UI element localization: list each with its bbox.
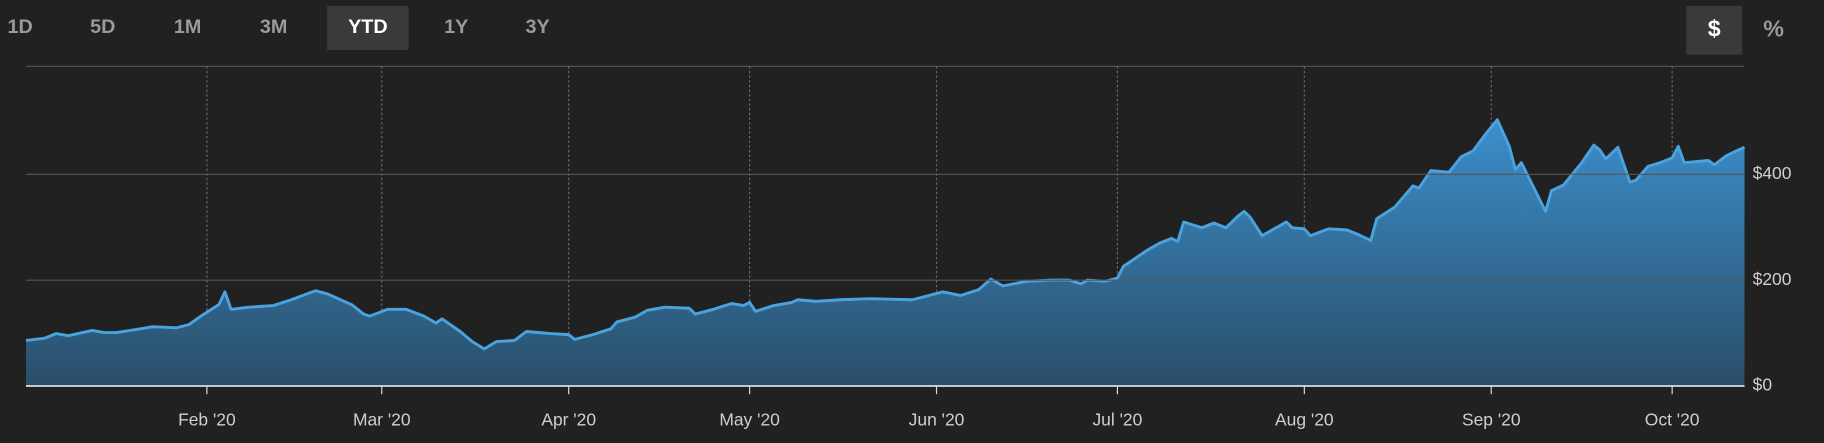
range-button[interactable]: 5D bbox=[90, 16, 115, 38]
x-tick-label: Jul '20 bbox=[1092, 410, 1142, 430]
range-button-bg bbox=[327, 5, 409, 50]
unit-button[interactable]: % bbox=[1763, 15, 1784, 41]
x-tick-label: Oct '20 bbox=[1645, 410, 1700, 430]
unit-button[interactable]: $ bbox=[1708, 15, 1721, 41]
x-tick-label: Feb '20 bbox=[178, 410, 236, 430]
price-line bbox=[25, 118, 1746, 351]
x-tick-label: Jun '20 bbox=[909, 410, 965, 430]
x-tick-label: Aug '20 bbox=[1275, 410, 1334, 430]
y-tick-label: $200 bbox=[1753, 269, 1792, 289]
range-button[interactable]: YTD bbox=[348, 16, 388, 38]
range-button[interactable]: 1D bbox=[8, 16, 33, 38]
area-fill bbox=[26, 119, 1745, 387]
x-tick-label: Sep '20 bbox=[1462, 410, 1521, 430]
range-button[interactable]: 3Y bbox=[526, 16, 550, 38]
y-tick-label: $0 bbox=[1753, 375, 1773, 395]
range-button[interactable]: 1Y bbox=[444, 16, 468, 38]
y-tick-label: $400 bbox=[1753, 163, 1792, 183]
x-tick-label: Apr '20 bbox=[541, 410, 596, 430]
unit-button-bg bbox=[1686, 5, 1743, 55]
range-button[interactable]: 1M bbox=[174, 16, 201, 38]
x-tick-label: May '20 bbox=[719, 410, 780, 430]
range-button[interactable]: 3M bbox=[260, 16, 287, 38]
x-tick-label: Mar '20 bbox=[353, 410, 411, 430]
